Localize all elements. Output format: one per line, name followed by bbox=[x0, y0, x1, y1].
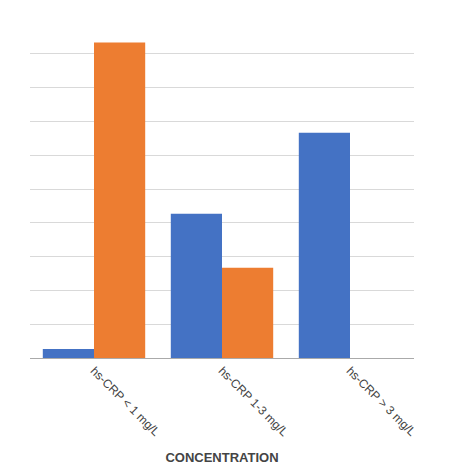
svg-text:hs-CRP < 1 mg/L: hs-CRP < 1 mg/L bbox=[88, 364, 163, 439]
svg-text:CONCENTRATION: CONCENTRATION bbox=[165, 450, 278, 465]
svg-text:hs-CRP 1-3 mg/L: hs-CRP 1-3 mg/L bbox=[216, 364, 292, 440]
svg-text:hs-CRP > 3 mg/L: hs-CRP > 3 mg/L bbox=[344, 364, 419, 439]
